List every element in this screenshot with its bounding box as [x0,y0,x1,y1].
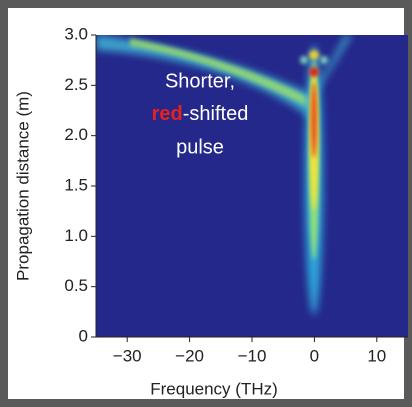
plot-background [96,35,408,337]
y-tick-label: 0.5 [64,276,88,295]
annotation: -shifted [183,103,249,125]
annotation-highlight: red [152,103,183,125]
heatmap-image [96,35,352,315]
x-tick-label: 10 [367,346,386,365]
annotation: red-shifted [152,103,249,125]
x-tick-label: −20 [175,346,204,365]
y-tick-label: 2.5 [64,75,88,94]
y-tick-label: 0 [79,326,88,345]
annotation: Shorter, [165,70,235,92]
y-tick-label: 3.0 [64,24,88,43]
y-axis-label: Propagation distance (m) [13,91,32,281]
y-tick-label: 1.5 [64,175,88,194]
x-tick-label: −10 [238,346,267,365]
y-tick-label: 1.0 [64,226,88,245]
x-axis-label: Frequency (THz) [150,379,278,398]
annotation: pulse [176,136,224,158]
y-tick-label: 2.0 [64,125,88,144]
x-tick-label: −30 [113,346,142,365]
x-tick-label: 0 [310,346,319,365]
